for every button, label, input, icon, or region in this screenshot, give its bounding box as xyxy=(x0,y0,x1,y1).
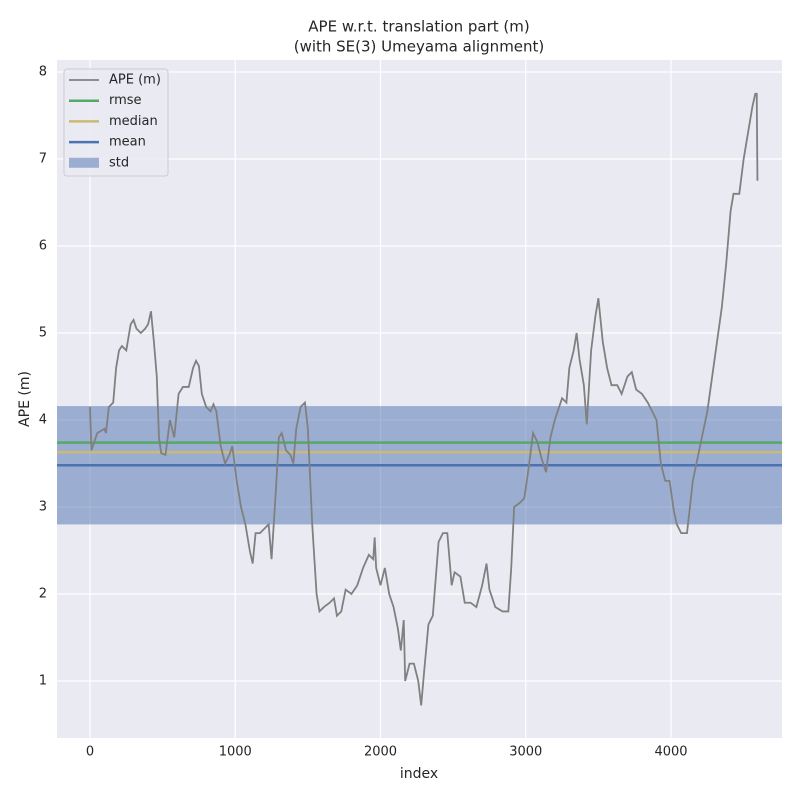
y-tick-label: 1 xyxy=(39,674,47,689)
chart-title: APE w.r.t. translation part (m) xyxy=(308,18,529,36)
y-tick-label: 8 xyxy=(39,65,47,80)
y-tick-label: 5 xyxy=(39,326,47,341)
y-tick-label: 3 xyxy=(39,500,47,515)
y-tick-label: 4 xyxy=(39,413,47,428)
ape-line xyxy=(89,92,759,706)
x-tick-label: 4000 xyxy=(654,745,687,760)
legend-box xyxy=(63,68,169,177)
legend-label: rmse xyxy=(109,93,142,108)
legend-label: std xyxy=(109,155,129,170)
x-tick-label: 3000 xyxy=(509,745,542,760)
chart-subtitle: (with SE(3) Umeyama alignment) xyxy=(294,38,545,56)
x-tick-label: 2000 xyxy=(364,745,397,760)
y-axis-label: APE (m) xyxy=(17,371,33,427)
x-tick-label: 0 xyxy=(86,745,94,760)
legend-swatch xyxy=(69,157,99,168)
y-tick-label: 2 xyxy=(39,587,47,602)
legend-label: mean xyxy=(109,135,146,150)
y-tick-label: 7 xyxy=(39,152,47,167)
x-axis-label: index xyxy=(400,766,438,782)
legend-label: median xyxy=(109,114,158,129)
y-tick-label: 6 xyxy=(39,239,47,254)
x-tick-label: 1000 xyxy=(219,745,252,760)
legend-label: APE (m) xyxy=(109,73,161,88)
